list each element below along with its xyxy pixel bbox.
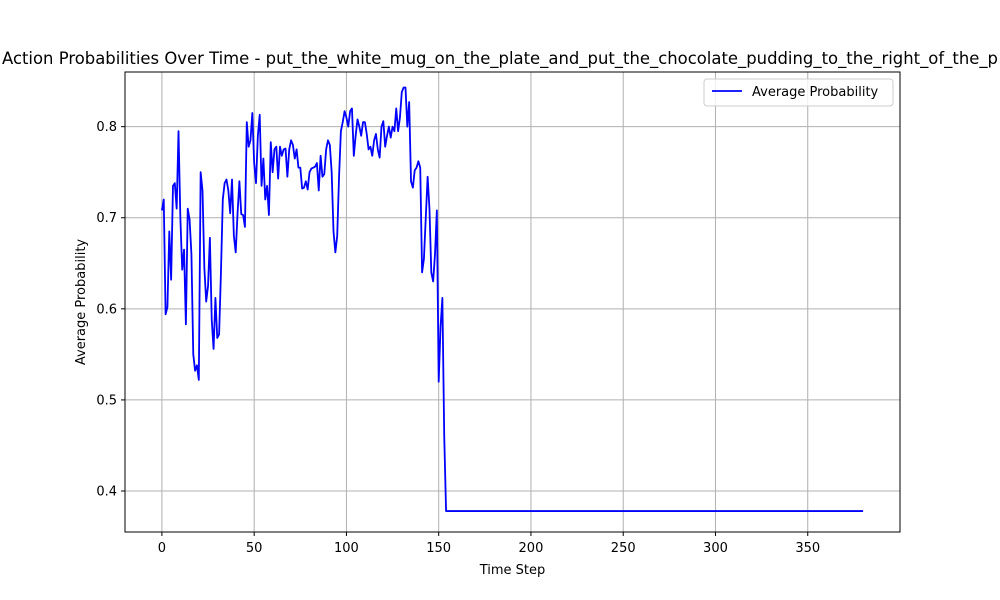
legend-box xyxy=(703,78,894,107)
x-tick-label: 150 xyxy=(426,541,451,556)
x-tick-label: 300 xyxy=(703,541,728,556)
x-axis: 0 50 100 150 200 250 300 350 xyxy=(158,532,820,556)
grid xyxy=(125,72,900,532)
x-axis-label: Time Step xyxy=(479,563,546,578)
series-line-0 xyxy=(161,86,864,512)
legend-entry: Average Probability xyxy=(752,85,879,100)
x-tick-label: 100 xyxy=(334,541,359,556)
chart-title: Action Probabilities Over Time - put_the… xyxy=(2,49,998,69)
y-tick-label: 0.7 xyxy=(96,211,117,226)
plot-frame xyxy=(124,71,901,533)
x-tick-label: 0 xyxy=(158,541,166,556)
y-axis: 0.4 0.5 0.6 0.7 0.8 xyxy=(96,120,125,500)
series-layer xyxy=(161,86,864,512)
x-tick-label: 200 xyxy=(519,541,544,556)
y-tick-label: 0.5 xyxy=(96,393,117,408)
y-tick-label: 0.6 xyxy=(96,302,117,317)
x-tick-label: 350 xyxy=(795,541,820,556)
y-tick-label: 0.8 xyxy=(96,120,117,135)
legend: Average Probability xyxy=(703,78,894,107)
x-tick-label: 50 xyxy=(246,541,263,556)
y-tick-label: 0.4 xyxy=(96,485,117,500)
x-tick-label: 250 xyxy=(611,541,636,556)
y-axis-label: Average Probability xyxy=(74,239,89,366)
